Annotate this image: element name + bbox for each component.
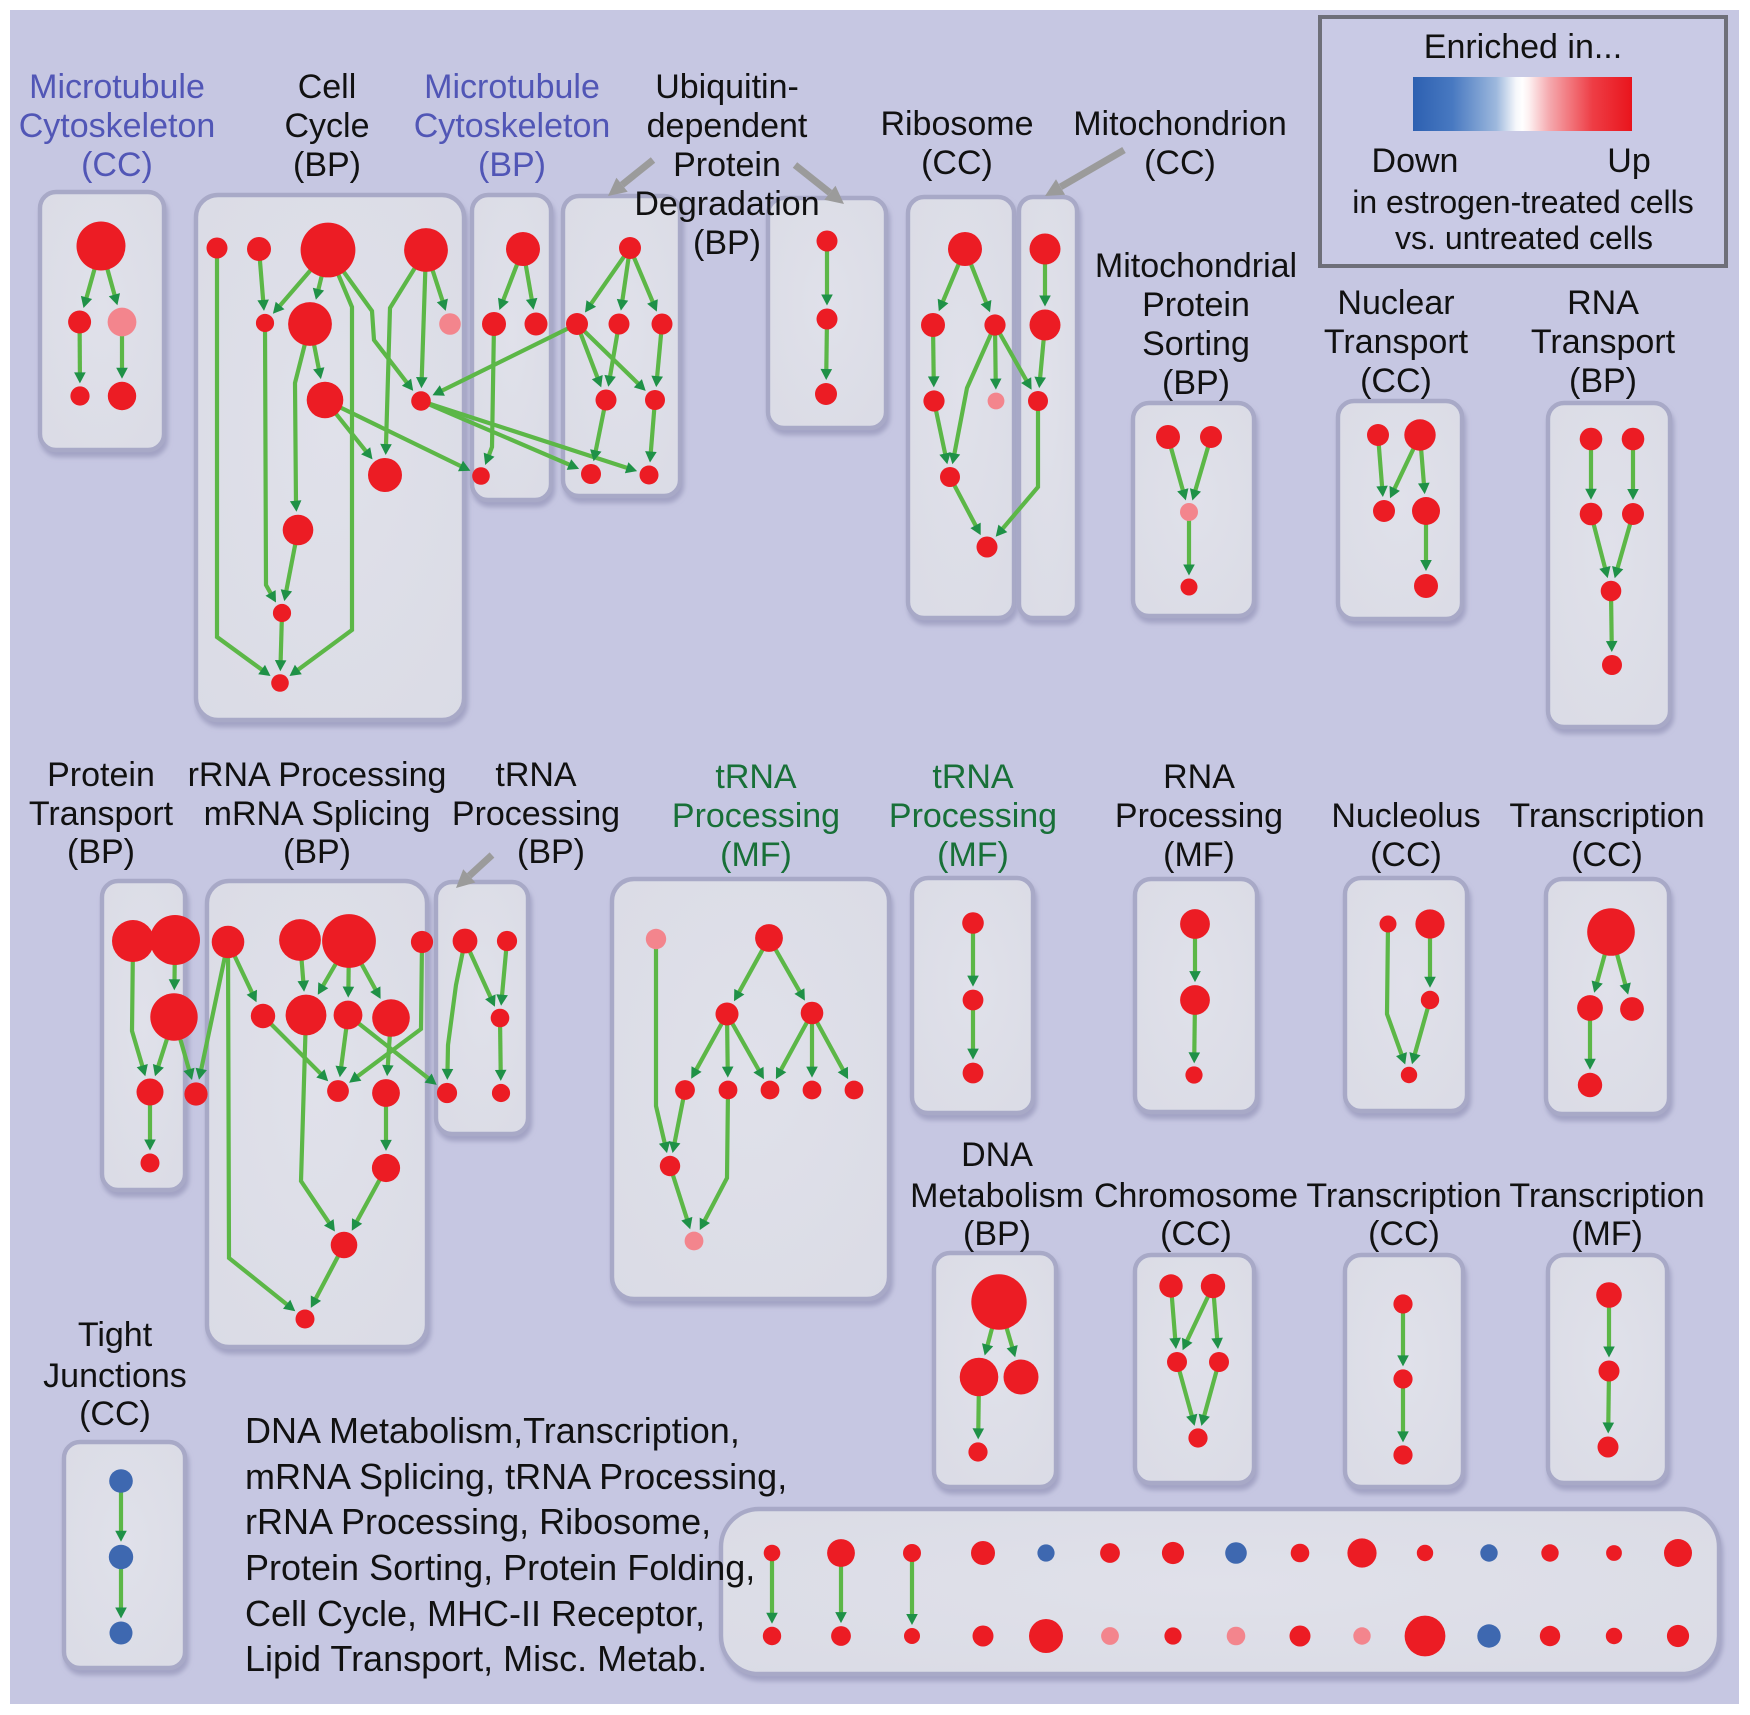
svg-text:(CC): (CC) bbox=[1370, 836, 1442, 874]
svg-text:Transport: Transport bbox=[1531, 323, 1676, 361]
svg-text:Degradation: Degradation bbox=[634, 185, 819, 223]
svg-text:Protein: Protein bbox=[1142, 286, 1250, 324]
svg-text:(BP): (BP) bbox=[67, 833, 135, 871]
svg-text:(MF): (MF) bbox=[720, 836, 792, 874]
svg-text:Processing: Processing bbox=[672, 797, 840, 835]
svg-text:vs. untreated cells: vs. untreated cells bbox=[1395, 220, 1653, 256]
svg-text:Mitochondrion: Mitochondrion bbox=[1073, 105, 1287, 143]
svg-text:(CC): (CC) bbox=[1360, 362, 1432, 400]
svg-text:Microtubule: Microtubule bbox=[424, 68, 600, 106]
svg-text:(BP): (BP) bbox=[517, 833, 585, 871]
svg-text:Cell: Cell bbox=[298, 68, 357, 106]
svg-text:Processing: Processing bbox=[452, 795, 620, 833]
svg-text:(BP): (BP) bbox=[693, 224, 761, 262]
svg-text:rRNA Processing: rRNA Processing bbox=[188, 756, 447, 794]
svg-text:Chromosome: Chromosome bbox=[1094, 1177, 1298, 1215]
svg-text:Up: Up bbox=[1607, 142, 1650, 180]
svg-text:Transcription: Transcription bbox=[1306, 1177, 1501, 1215]
svg-text:Ubiquitin-: Ubiquitin- bbox=[655, 68, 799, 106]
svg-text:(CC): (CC) bbox=[1368, 1215, 1440, 1253]
svg-text:Transport: Transport bbox=[1324, 323, 1469, 361]
svg-text:Metabolism: Metabolism bbox=[910, 1177, 1084, 1215]
svg-text:Transport: Transport bbox=[29, 795, 174, 833]
svg-text:Processing: Processing bbox=[889, 797, 1057, 835]
svg-text:(CC): (CC) bbox=[1160, 1215, 1232, 1253]
svg-text:(CC): (CC) bbox=[81, 146, 153, 184]
svg-text:Processing: Processing bbox=[1115, 797, 1283, 835]
svg-text:RNA: RNA bbox=[1163, 758, 1235, 796]
svg-text:(CC): (CC) bbox=[79, 1395, 151, 1433]
svg-text:Lipid Transport, Misc. Metab.: Lipid Transport, Misc. Metab. bbox=[245, 1638, 707, 1679]
svg-text:Cycle: Cycle bbox=[284, 107, 369, 145]
svg-text:(MF): (MF) bbox=[1163, 836, 1235, 874]
svg-text:Protein Sorting, Protein Foldi: Protein Sorting, Protein Folding, bbox=[245, 1547, 755, 1588]
svg-text:DNA: DNA bbox=[961, 1136, 1033, 1174]
svg-text:DNA Metabolism,Transcription,: DNA Metabolism,Transcription, bbox=[245, 1410, 740, 1451]
svg-text:(BP): (BP) bbox=[293, 146, 361, 184]
svg-text:mRNA Splicing, tRNA Processing: mRNA Splicing, tRNA Processing, bbox=[245, 1456, 787, 1497]
svg-text:Microtubule: Microtubule bbox=[29, 68, 205, 106]
svg-text:(MF): (MF) bbox=[1571, 1215, 1643, 1253]
svg-text:Cell Cycle, MHC-II Receptor,: Cell Cycle, MHC-II Receptor, bbox=[245, 1593, 705, 1634]
svg-text:mRNA Splicing: mRNA Splicing bbox=[204, 795, 431, 833]
svg-text:tRNA: tRNA bbox=[932, 758, 1014, 796]
svg-text:RNA: RNA bbox=[1567, 284, 1639, 322]
svg-text:Protein: Protein bbox=[47, 756, 155, 794]
svg-text:(BP): (BP) bbox=[963, 1215, 1031, 1253]
svg-text:Sorting: Sorting bbox=[1142, 325, 1250, 363]
svg-text:(CC): (CC) bbox=[1144, 144, 1216, 182]
svg-text:(BP): (BP) bbox=[1569, 362, 1637, 400]
svg-text:Nuclear: Nuclear bbox=[1337, 284, 1454, 322]
svg-text:Mitochondrial: Mitochondrial bbox=[1095, 247, 1297, 285]
svg-text:Cytoskeleton: Cytoskeleton bbox=[19, 107, 216, 145]
svg-text:(MF): (MF) bbox=[937, 836, 1009, 874]
svg-text:(BP): (BP) bbox=[283, 833, 351, 871]
svg-text:Down: Down bbox=[1372, 142, 1459, 180]
svg-text:Cytoskeleton: Cytoskeleton bbox=[414, 107, 611, 145]
svg-text:dependent: dependent bbox=[647, 107, 808, 145]
svg-text:Enriched in...: Enriched in... bbox=[1424, 28, 1622, 66]
svg-text:(BP): (BP) bbox=[1162, 364, 1230, 402]
svg-text:Tight: Tight bbox=[78, 1316, 153, 1354]
svg-text:(CC): (CC) bbox=[921, 144, 993, 182]
svg-text:tRNA: tRNA bbox=[715, 758, 797, 796]
svg-text:tRNA: tRNA bbox=[495, 756, 577, 794]
svg-text:(BP): (BP) bbox=[478, 146, 546, 184]
svg-text:Transcription: Transcription bbox=[1509, 1177, 1704, 1215]
svg-text:Ribosome: Ribosome bbox=[880, 105, 1033, 143]
svg-text:Nucleolus: Nucleolus bbox=[1331, 797, 1480, 835]
svg-text:Transcription: Transcription bbox=[1509, 797, 1704, 835]
svg-text:Junctions: Junctions bbox=[43, 1357, 187, 1395]
svg-text:(CC): (CC) bbox=[1571, 836, 1643, 874]
svg-text:in estrogen-treated cells: in estrogen-treated cells bbox=[1352, 184, 1694, 220]
svg-text:rRNA Processing, Ribosome,: rRNA Processing, Ribosome, bbox=[245, 1501, 711, 1542]
svg-text:Protein: Protein bbox=[673, 146, 781, 184]
